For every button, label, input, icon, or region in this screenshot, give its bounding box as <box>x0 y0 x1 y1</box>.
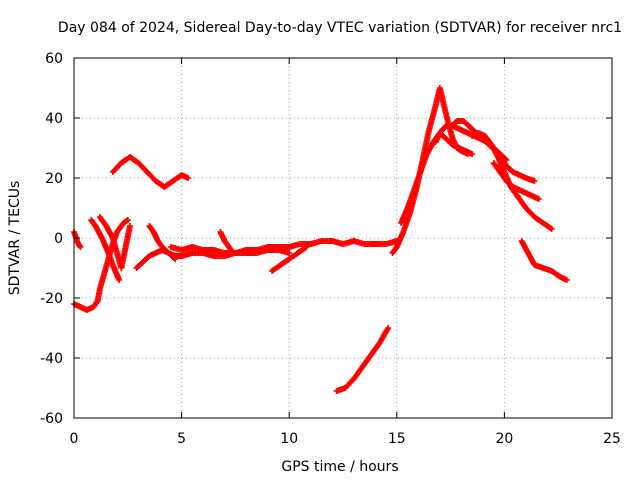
data-point <box>563 277 570 283</box>
series-trace-20 <box>518 238 570 283</box>
series-trace-10 <box>217 229 237 256</box>
data-point <box>385 325 392 331</box>
data-point <box>531 178 538 184</box>
data-point <box>172 256 179 262</box>
series-trace-7 <box>146 223 179 262</box>
series-trace-9 <box>178 247 293 259</box>
series-trace-5 <box>109 154 192 190</box>
series-trace-13 <box>389 85 471 256</box>
data-point <box>185 175 192 181</box>
series-trace-17 <box>469 130 555 232</box>
data-point <box>548 226 555 232</box>
x-tick-label: 5 <box>177 431 186 447</box>
y-tick-label: 0 <box>54 231 63 247</box>
y-tick-label: -40 <box>40 351 63 367</box>
series-trace-18 <box>484 136 538 184</box>
data-point <box>303 244 310 250</box>
data-point <box>126 223 133 229</box>
data-point <box>230 250 237 256</box>
data-point <box>469 151 476 157</box>
series-trace-3 <box>88 217 123 283</box>
data-point <box>124 217 131 223</box>
x-tick-label: 0 <box>70 431 79 447</box>
y-tick-label: 60 <box>45 51 63 67</box>
y-tick-label: -60 <box>40 411 63 427</box>
data-point <box>171 255 178 261</box>
data-point <box>77 244 84 250</box>
chart-title: Day 084 of 2024, Sidereal Day-to-day VTE… <box>58 20 622 36</box>
axis-ticks: 0 5 10 15 20 25 -60 -40 -20 0 20 40 60 <box>40 51 621 447</box>
y-tick-label: 40 <box>45 111 63 127</box>
data-layer <box>71 85 570 394</box>
x-tick-label: 10 <box>280 431 298 447</box>
y-axis-label: SDTVAR / TECUs <box>7 181 23 296</box>
x-axis-label: GPS time / hours <box>281 459 398 475</box>
y-tick-label: -20 <box>40 291 63 307</box>
data-point <box>116 277 123 283</box>
series-trace-12 <box>333 325 392 394</box>
series-trace-4 <box>96 214 133 271</box>
x-tick-label: 15 <box>388 431 406 447</box>
data-point <box>535 196 542 202</box>
data-point <box>286 250 293 256</box>
x-tick-label: 20 <box>495 431 513 447</box>
series-trace-1 <box>71 229 84 250</box>
y-tick-label: 20 <box>45 171 63 187</box>
x-tick-label: 25 <box>603 431 621 447</box>
series-trace-19 <box>490 160 542 202</box>
series-trace-11 <box>268 244 310 274</box>
